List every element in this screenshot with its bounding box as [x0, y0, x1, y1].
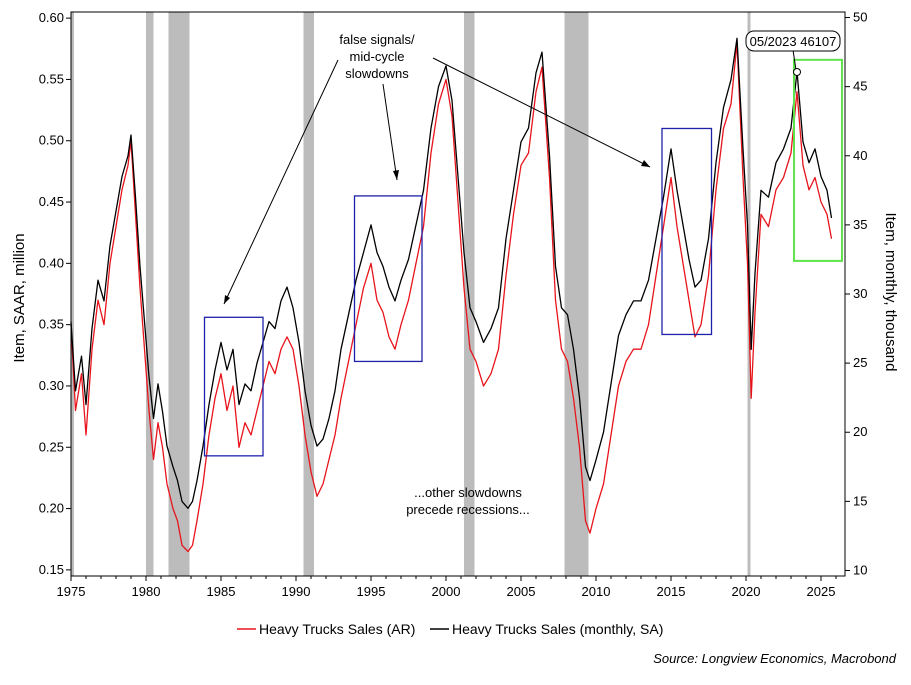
legend-label-ar: Heavy Trucks Sales (AR)	[259, 621, 415, 637]
recession-band-3	[303, 12, 314, 576]
right-tick-label-7: 45	[853, 79, 867, 94]
right-tick-label-6: 40	[853, 148, 867, 163]
left-axis: 0.15 0.20 0.25 0.30 0.35 0.40 0.45 0.50 0.55 0.60	[39, 10, 71, 577]
left-tick-label-4: 0.35	[39, 317, 64, 332]
callout-label: 05/2023 46107	[750, 34, 837, 49]
arrow-to-2010s-box	[432, 57, 651, 168]
recession-band-4	[464, 12, 475, 576]
recession-bands	[71, 12, 751, 576]
callout-marker	[793, 68, 801, 76]
x-axis: 1975 1980 1985 1990 1995 2000 2005 2010 2015 2020…	[57, 576, 837, 599]
arrow-to-1990s-box	[382, 83, 398, 181]
recession-band-0	[71, 12, 74, 576]
highlight-boxes	[203, 58, 843, 457]
left-tick-label-3: 0.30	[39, 378, 64, 393]
x-tick-label-4: 1995	[357, 584, 386, 599]
left-tick-label-1: 0.20	[39, 501, 64, 516]
left-tick-label-2: 0.25	[39, 439, 64, 454]
source-note: Source: Longview Economics, Macrobond	[653, 651, 897, 666]
left-axis-title: Item, SAAR, million	[11, 233, 28, 362]
x-tick-label-10: 2025	[807, 584, 836, 599]
arrowhead-2010s	[641, 160, 650, 167]
right-tick-label-2: 20	[853, 424, 867, 439]
x-tick-label-9: 2020	[732, 584, 761, 599]
highlight-box-0	[203, 316, 264, 457]
x-tick-label-0: 1975	[57, 584, 86, 599]
x-tick-label-8: 2015	[657, 584, 686, 599]
annotation-other-slowdowns-line1: ...other slowdowns	[414, 485, 522, 500]
right-axis: 10 15 20 25 30 35 40 45 50	[845, 10, 867, 577]
left-tick-label-9: 0.60	[39, 10, 64, 25]
annotation-other-slowdowns-line2: precede recessions...	[406, 502, 530, 517]
series-lines	[70, 37, 833, 553]
arrowhead-1990s	[393, 170, 399, 180]
annotations: false signals/ mid-cycle slowdowns ...ot…	[223, 30, 841, 517]
annotation-false-signals-line3: slowdowns	[345, 66, 409, 81]
series-line-1	[70, 37, 833, 509]
right-tick-label-5: 35	[853, 217, 867, 232]
right-tick-label-8: 50	[853, 10, 867, 25]
annotation-false-signals-line2: mid-cycle	[350, 49, 405, 64]
legend: Heavy Trucks Sales (AR) Heavy Trucks Sal…	[237, 621, 663, 637]
x-tick-label-6: 2005	[507, 584, 536, 599]
x-tick-label-7: 2010	[582, 584, 611, 599]
recession-band-1	[146, 12, 154, 576]
left-tick-label-6: 0.45	[39, 194, 64, 209]
right-tick-label-3: 25	[853, 355, 867, 370]
right-axis-title: Item, monthly, thousand	[882, 213, 899, 372]
recession-band-2	[168, 12, 190, 576]
highlight-box-3	[793, 58, 843, 262]
legend-label-monthly: Heavy Trucks Sales (monthly, SA)	[452, 621, 663, 637]
left-tick-label-5: 0.40	[39, 255, 64, 270]
x-tick-label-2: 1985	[207, 584, 236, 599]
callout-box	[745, 30, 841, 52]
x-tick-label-1: 1980	[132, 584, 161, 599]
arrow-to-1980s-box	[223, 59, 339, 305]
recession-band-5	[564, 12, 589, 576]
left-tick-label-8: 0.55	[39, 71, 64, 86]
highlight-box-2	[661, 127, 713, 336]
highlight-box-1	[353, 195, 423, 363]
right-tick-label-0: 10	[853, 562, 867, 577]
right-tick-label-4: 30	[853, 286, 867, 301]
right-tick-label-1: 15	[853, 493, 867, 508]
left-tick-label-7: 0.50	[39, 133, 64, 148]
x-tick-label-5: 2000	[432, 584, 461, 599]
left-tick-label-0: 0.15	[39, 562, 64, 577]
x-tick-label-3: 1990	[282, 584, 311, 599]
annotation-false-signals-line1: false signals/	[339, 32, 415, 47]
series-line-0	[70, 42, 833, 553]
arrowhead-1980s	[224, 295, 230, 304]
callout-leader	[792, 49, 797, 71]
